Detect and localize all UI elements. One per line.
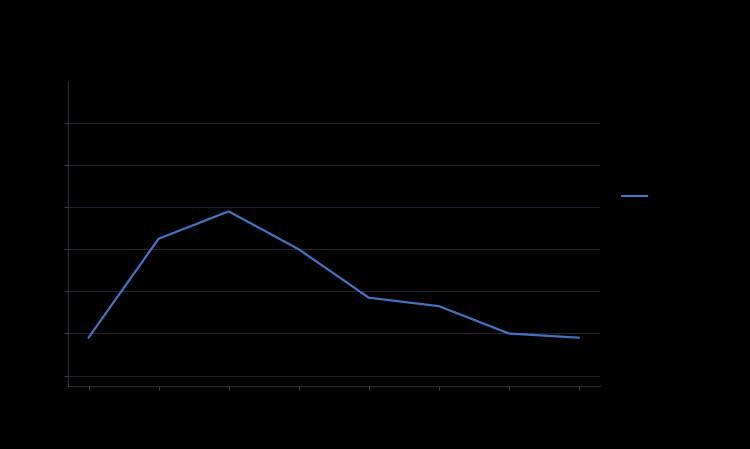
Legend:  (617, 185, 662, 208)
